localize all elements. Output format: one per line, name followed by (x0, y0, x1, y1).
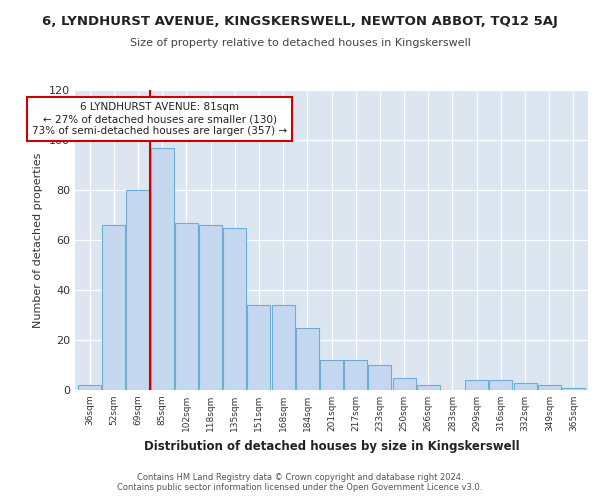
Bar (223, 228, 246, 390)
Text: 6, LYNDHURST AVENUE, KINGSKERSWELL, NEWTON ABBOT, TQ12 5AJ: 6, LYNDHURST AVENUE, KINGSKERSWELL, NEWT… (42, 15, 558, 28)
Y-axis label: Number of detached properties: Number of detached properties (34, 152, 43, 328)
Text: Contains HM Land Registry data © Crown copyright and database right 2024.
Contai: Contains HM Land Registry data © Crown c… (118, 473, 482, 492)
Bar (538, 385, 561, 390)
Bar (272, 305, 295, 390)
Bar (392, 378, 416, 390)
Bar (514, 382, 536, 390)
Bar (175, 222, 198, 390)
Bar (320, 360, 343, 390)
Bar (368, 365, 391, 390)
Bar (151, 148, 173, 390)
Bar (490, 380, 512, 390)
Bar (247, 305, 271, 390)
Text: Size of property relative to detached houses in Kingskerswell: Size of property relative to detached ho… (130, 38, 470, 48)
Bar (199, 225, 222, 390)
Bar (78, 385, 101, 390)
Bar (465, 380, 488, 390)
Bar (417, 385, 440, 390)
Bar (127, 190, 149, 390)
Bar (102, 225, 125, 390)
Bar (296, 328, 319, 390)
Bar (344, 360, 367, 390)
X-axis label: Distribution of detached houses by size in Kingskerswell: Distribution of detached houses by size … (143, 440, 520, 452)
Text: 6 LYNDHURST AVENUE: 81sqm
← 27% of detached houses are smaller (130)
73% of semi: 6 LYNDHURST AVENUE: 81sqm ← 27% of detac… (32, 102, 287, 136)
Bar (562, 388, 585, 390)
